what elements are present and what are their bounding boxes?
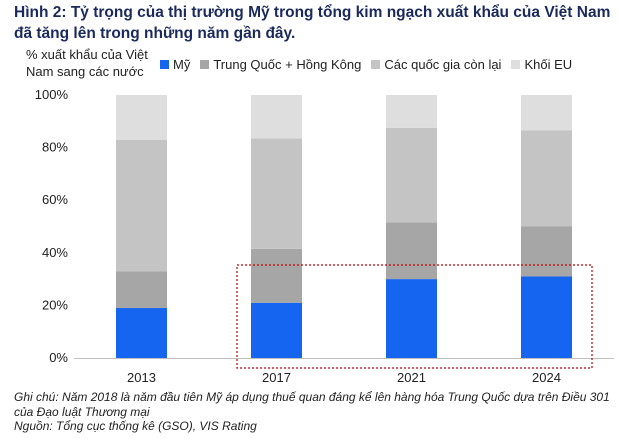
bar-segment-us-2024 — [521, 276, 572, 358]
footnote-note: Ghi chú: Năm 2018 là năm đầu tiên Mỹ áp … — [14, 390, 610, 419]
bar-segment-others-2024 — [521, 130, 572, 227]
footnote-source: Nguồn: Tổng cục thống kê (GSO), VIS Rati… — [14, 419, 257, 433]
x-tick-label: 2013 — [127, 370, 156, 385]
bar-segment-china-hk-2013 — [116, 271, 167, 309]
stacked-bar-chart: 0% 20% 40% 60% 80% 100% 2013 2017 2021 2024 — [35, 87, 614, 385]
y-tick-label: 100% — [35, 87, 69, 102]
x-tick-label: 2017 — [262, 370, 291, 385]
footnotes: Ghi chú: Năm 2018 là năm đầu tiên Mỹ áp … — [14, 390, 614, 434]
legend-swatch-china-hk — [200, 60, 210, 69]
bar-segment-china-hk-2021 — [386, 222, 437, 280]
bar-segment-others-2021 — [386, 127, 437, 223]
legend: Mỹ Trung Quốc + Hồng Kông Các quốc gia c… — [160, 57, 582, 72]
bar-segment-china-hk-2017 — [251, 248, 302, 303]
legend-swatch-others — [371, 60, 381, 69]
figure-title: Hình 2: Tỷ trọng của thị trường Mỹ trong… — [14, 4, 611, 42]
legend-item-others: Các quốc gia còn lại — [371, 57, 501, 72]
y-tick-label: 0% — [49, 350, 68, 365]
bar-segment-others-2017 — [251, 138, 302, 249]
y-axis-label: % xuất khẩu của Việt Nam sang các nước — [26, 47, 148, 79]
legend-label-eu: Khối EU — [524, 57, 573, 72]
bar-segment-eu-2013 — [116, 95, 167, 140]
legend-item-china-hk: Trung Quốc + Hồng Kông — [200, 57, 361, 72]
legend-label-us: Mỹ — [173, 57, 191, 72]
legend-swatch-us — [160, 60, 169, 69]
y-tick-label: 40% — [42, 245, 68, 260]
bar-segment-eu-2017 — [251, 95, 302, 139]
legend-item-eu: Khối EU — [511, 57, 572, 72]
legend-item-us: Mỹ — [160, 57, 190, 72]
bar-segment-eu-2021 — [386, 95, 437, 128]
bar-segment-eu-2024 — [521, 95, 572, 131]
y-tick-label: 60% — [42, 192, 68, 207]
bar-segment-us-2013 — [116, 308, 167, 358]
highlight-box — [236, 264, 593, 369]
bar-segment-us-2021 — [386, 279, 437, 358]
legend-label-others: Các quốc gia còn lại — [384, 57, 502, 72]
bar-segment-us-2017 — [251, 302, 302, 358]
y-tick-label: 20% — [42, 297, 68, 312]
bar-segment-china-hk-2024 — [521, 226, 572, 277]
bar-segment-others-2013 — [116, 139, 167, 272]
y-tick-label: 80% — [42, 140, 68, 155]
legend-swatch-eu — [511, 60, 521, 69]
x-tick-label: 2024 — [532, 370, 561, 385]
x-tick-label: 2021 — [397, 370, 426, 385]
legend-label-china-hk: Trung Quốc + Hồng Kông — [213, 57, 362, 72]
